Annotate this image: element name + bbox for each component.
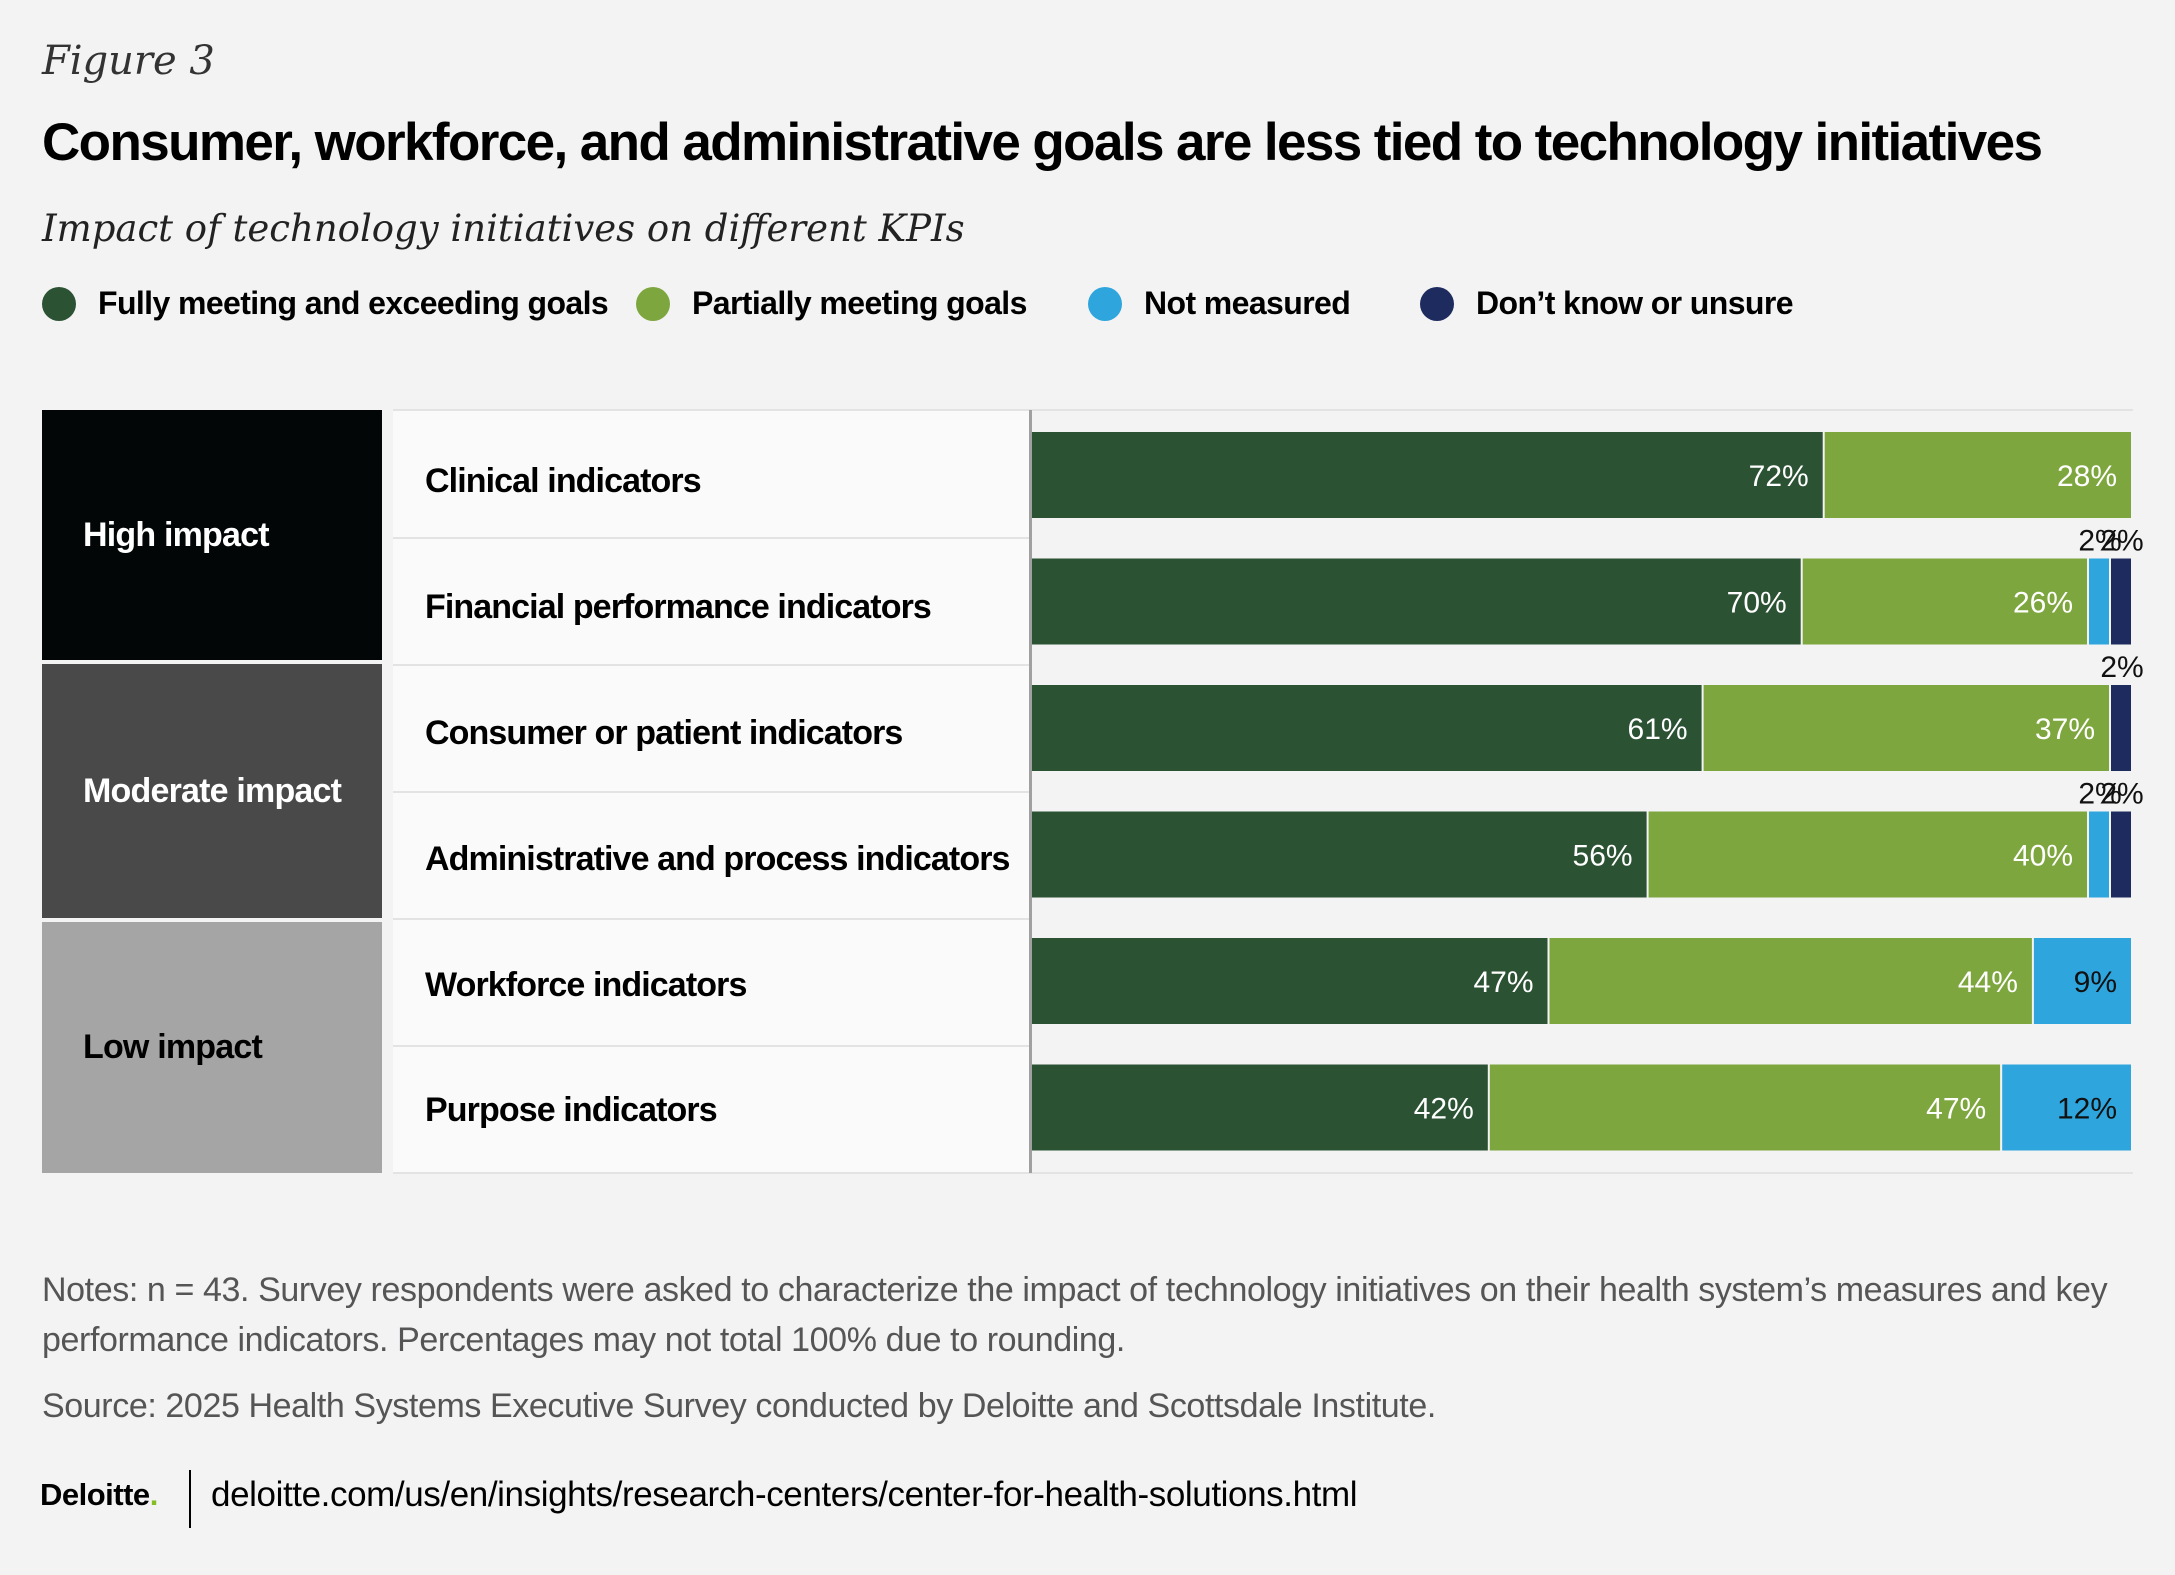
- data-label: 9%: [2074, 966, 2117, 999]
- footer-divider: [189, 1470, 191, 1528]
- data-label: 47%: [1926, 1093, 1986, 1126]
- data-label: 12%: [2057, 1093, 2117, 1126]
- data-label: 40%: [2013, 840, 2073, 873]
- bar-segment-fully: [1032, 432, 1823, 518]
- data-label: 56%: [1573, 840, 1633, 873]
- legend-swatch-dont-know: [1420, 286, 1454, 321]
- bar-segment-fully: [1032, 685, 1702, 771]
- bar-segment-fully: [1032, 938, 1548, 1024]
- row-label-purpose: Purpose indicators: [425, 1090, 718, 1129]
- legend-label-not-measured: Not measured: [1144, 285, 1351, 321]
- bar-segment-fully: [1032, 1064, 1488, 1151]
- legend-label-partially: Partially meeting goals: [692, 285, 1027, 321]
- bar-segment-dont-know: [2111, 685, 2131, 771]
- bar-segment-dont-know: [2111, 811, 2131, 898]
- bar-segment-partially: [1489, 1064, 2001, 1151]
- figure-label: Figure 3: [42, 38, 215, 84]
- data-label: 26%: [2013, 587, 2073, 620]
- bar-segment-partially: [1703, 685, 2109, 771]
- logo-text: Deloitte: [40, 1477, 150, 1512]
- row-divider: [393, 918, 1030, 920]
- logo-dot: .: [149, 1477, 159, 1512]
- row-divider: [393, 664, 1030, 666]
- group-high-impact: High impact: [42, 410, 382, 660]
- legend-swatch-not-measured: [1088, 286, 1122, 321]
- footer-url[interactable]: deloitte.com/us/en/insights/research-cen…: [211, 1475, 1358, 1514]
- data-label: 28%: [2057, 460, 2117, 493]
- bar-segment-partially: [1549, 938, 2032, 1024]
- legend: Fully meeting and exceeding goals Partia…: [42, 285, 1942, 329]
- legend-label-fully: Fully meeting and exceeding goals: [98, 285, 609, 321]
- data-label: 2%: [2078, 525, 2121, 558]
- axis-line: [1029, 410, 1032, 1173]
- data-label: 2%: [2078, 778, 2121, 811]
- legend-item-fully: Fully meeting and exceeding goals: [42, 285, 609, 322]
- data-label: 2%: [2100, 778, 2143, 811]
- notes: Notes: n = 43. Survey respondents were a…: [42, 1271, 2108, 1359]
- row-divider: [393, 537, 1030, 539]
- chart-subtitle: Impact of technology initiatives on diff…: [42, 207, 965, 250]
- chart-title: Consumer, workforce, and administrative …: [42, 113, 2043, 172]
- legend-swatch-partially: [636, 286, 670, 321]
- row-label-administrative: Administrative and process indicators: [425, 839, 1010, 878]
- data-label: 72%: [1749, 460, 1809, 493]
- bar-segment-fully: [1032, 811, 1647, 898]
- row-label-financial: Financial performance indicators: [425, 587, 932, 626]
- source: Source: 2025 Health Systems Executive Su…: [42, 1387, 1436, 1425]
- bar-segment-partially: [1824, 432, 2131, 518]
- bar-segment-partially: [1802, 558, 2087, 645]
- bar-segment-partially: [1648, 811, 2087, 898]
- group-label-low-impact: Low impact: [83, 1028, 263, 1066]
- data-label: 2%: [2100, 651, 2143, 684]
- data-label: 70%: [1727, 587, 1787, 620]
- data-label: 37%: [2035, 713, 2095, 746]
- data-label: 47%: [1473, 966, 1533, 999]
- bar-segment-not-measured: [2089, 811, 2109, 898]
- bar-segment-not-measured: [2033, 938, 2131, 1024]
- legend-label-dont-know: Don’t know or unsure: [1476, 285, 1794, 321]
- data-label: 2%: [2100, 525, 2143, 558]
- group-low-impact: Low impact: [42, 922, 382, 1173]
- legend-item-dont-know: Don’t know or unsure: [1420, 285, 1794, 322]
- legend-item-partially: Partially meeting goals: [636, 285, 1027, 322]
- top-rule: [393, 409, 2133, 411]
- row-divider: [393, 1045, 1030, 1047]
- deloitte-logo: Deloitte.: [40, 1477, 158, 1513]
- group-label-moderate-impact: Moderate impact: [83, 771, 342, 810]
- group-moderate-impact: Moderate impact: [42, 664, 382, 918]
- data-label: 44%: [1958, 966, 2018, 999]
- bar-segment-not-measured: [2089, 558, 2109, 645]
- bar-segment-dont-know: [2111, 558, 2131, 645]
- data-label: 61%: [1628, 713, 1688, 746]
- group-label-high-impact: High impact: [83, 515, 270, 554]
- bar-segment-fully: [1032, 558, 1801, 645]
- bar-segment-not-measured: [2002, 1064, 2131, 1151]
- row-label-workforce: Workforce indicators: [425, 965, 747, 1004]
- row-label-consumer: Consumer or patient indicators: [425, 713, 903, 752]
- legend-item-not-measured: Not measured: [1088, 285, 1351, 322]
- row-label-clinical: Clinical indicators: [425, 461, 702, 500]
- bottom-rule: [393, 1172, 2133, 1174]
- legend-swatch-fully: [42, 286, 76, 321]
- row-divider: [393, 791, 1030, 793]
- data-label: 42%: [1414, 1093, 1474, 1126]
